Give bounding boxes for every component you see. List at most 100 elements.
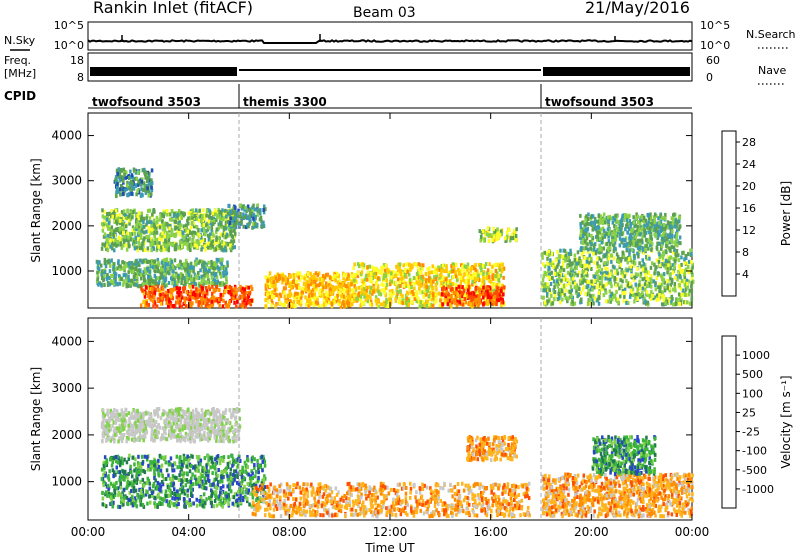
- data-cell: [621, 279, 624, 284]
- data-cell: [292, 277, 296, 282]
- data-cell: [437, 265, 440, 270]
- data-cell: [137, 216, 140, 221]
- data-cell: [484, 291, 487, 296]
- data-cell: [148, 292, 152, 297]
- data-cell: [407, 268, 411, 273]
- data-cell: [150, 223, 153, 228]
- data-cell: [394, 299, 398, 303]
- data-cell: [561, 297, 564, 302]
- data-cell: [456, 292, 460, 297]
- data-cell: [450, 304, 453, 309]
- data-cell: [168, 271, 171, 276]
- data-cell: [577, 270, 581, 275]
- data-cell: [556, 249, 559, 254]
- data-cell: [211, 294, 214, 298]
- data-cell: [584, 270, 588, 275]
- data-cell: [416, 300, 420, 304]
- data-cell: [225, 214, 228, 219]
- data-cell: [200, 296, 203, 301]
- data-cell: [647, 246, 650, 251]
- data-cell: [159, 216, 162, 220]
- data-cell: [107, 217, 111, 222]
- data-cell: [297, 295, 301, 300]
- data-cell: [558, 272, 561, 277]
- data-cell: [618, 257, 621, 262]
- data-cell: [593, 260, 596, 265]
- data-cell: [242, 300, 246, 305]
- data-cell: [646, 283, 650, 288]
- data-cell: [553, 271, 557, 276]
- data-cell: [188, 294, 192, 299]
- data-cell: [547, 299, 550, 304]
- data-cell: [275, 302, 278, 307]
- data-cell: [585, 272, 588, 277]
- data-cell: [409, 267, 412, 272]
- data-cell: [312, 272, 316, 277]
- data-cell: [426, 267, 429, 272]
- data-cell: [362, 287, 366, 292]
- data-cell: [490, 282, 494, 287]
- data-cell: [494, 274, 497, 279]
- data-cell: [592, 301, 595, 306]
- data-cell: [136, 280, 139, 285]
- nsearch-tick-top: 10^5: [700, 19, 730, 32]
- data-cell: [412, 292, 415, 297]
- data-cell: [474, 263, 477, 267]
- data-cell: [486, 225, 490, 230]
- data-cell: [223, 282, 226, 287]
- data-cell: [122, 227, 125, 232]
- data-cell: [401, 301, 405, 306]
- data-cell: [482, 276, 485, 281]
- data-cell: [481, 229, 485, 234]
- data-cell: [209, 246, 213, 250]
- data-cell: [389, 291, 392, 296]
- data-cell: [488, 262, 491, 267]
- data-cell: [611, 235, 614, 240]
- data-cell: [674, 252, 677, 257]
- data-cell: [557, 281, 561, 286]
- data-cell: [691, 265, 694, 270]
- data-cell: [162, 214, 165, 219]
- data-cell: [204, 247, 207, 252]
- data-cell: [169, 241, 173, 246]
- data-cell: [135, 275, 138, 279]
- data-cell: [164, 293, 167, 298]
- data-cell: [116, 182, 119, 187]
- data-cell: [657, 285, 660, 290]
- data-cell: [690, 297, 693, 302]
- data-cell: [326, 292, 329, 297]
- data-cell: [207, 298, 210, 303]
- data-cell: [286, 277, 290, 282]
- data-cell: [159, 245, 163, 250]
- data-cell: [332, 286, 335, 291]
- data-cell: [424, 302, 427, 307]
- data-cell: [171, 269, 174, 274]
- data-cell: [384, 271, 388, 276]
- data-cell: [155, 237, 159, 242]
- data-cell: [633, 255, 636, 260]
- data-cell: [572, 272, 576, 277]
- data-cell: [128, 221, 131, 226]
- nsky-trace: [87, 39, 693, 44]
- data-cell: [609, 272, 612, 277]
- data-cell: [129, 231, 132, 236]
- data-cell: [346, 284, 349, 289]
- data-cell: [471, 275, 474, 280]
- data-cell: [207, 238, 211, 243]
- data-cell: [612, 246, 616, 250]
- data-cell: [345, 303, 348, 308]
- data-cell: [304, 276, 308, 281]
- data-cell: [272, 280, 275, 285]
- data-cell: [595, 270, 599, 275]
- data-cell: [658, 282, 661, 287]
- data-cell: [442, 279, 446, 284]
- data-cell: [262, 224, 266, 229]
- data-cell: [131, 228, 135, 233]
- data-cell: [691, 279, 695, 284]
- data-cell: [443, 283, 447, 288]
- data-cell: [386, 269, 390, 274]
- data-cell: [202, 208, 205, 213]
- data-cell: [180, 230, 183, 235]
- data-cell: [268, 278, 272, 283]
- data-cell: [128, 265, 131, 270]
